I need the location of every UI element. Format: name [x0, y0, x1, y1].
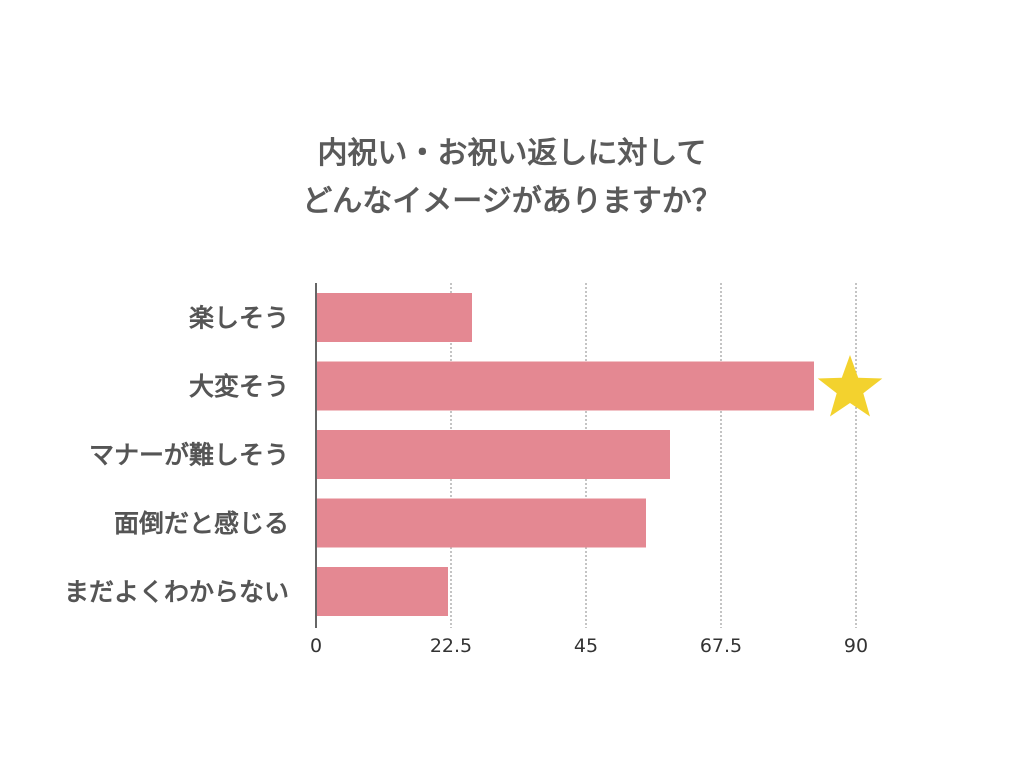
- bar: [317, 498, 646, 548]
- chart-title: 内祝い・お祝い返しに対して どんなイメージがありますか？: [0, 130, 1024, 226]
- x-tick-label: 0: [310, 635, 322, 657]
- category-label: 楽しそう: [189, 304, 289, 333]
- bars: [317, 293, 814, 616]
- bar: [317, 293, 472, 342]
- category-label: 大変そう: [189, 372, 289, 401]
- x-tick-label: 90: [844, 635, 868, 657]
- star-icon: [817, 355, 883, 417]
- bar: [317, 430, 670, 479]
- x-tick-label: 45: [574, 635, 598, 657]
- chart-title-line-1: 内祝い・お祝い返しに対して: [317, 136, 707, 171]
- category-label: マナーが難しそう: [89, 441, 289, 470]
- x-tick-label: 22.5: [430, 635, 472, 657]
- x-tick-label: 67.5: [700, 635, 742, 657]
- x-axis-ticks: 0 22.5 45 67.5 90: [310, 635, 868, 657]
- bar: [317, 567, 448, 616]
- bar: [317, 361, 814, 411]
- chart-title-line-2: どんなイメージがありますか？: [302, 184, 722, 219]
- category-label: まだよくわからない: [64, 578, 289, 607]
- markers: [817, 355, 883, 417]
- category-label: 面倒だと感じる: [114, 509, 289, 538]
